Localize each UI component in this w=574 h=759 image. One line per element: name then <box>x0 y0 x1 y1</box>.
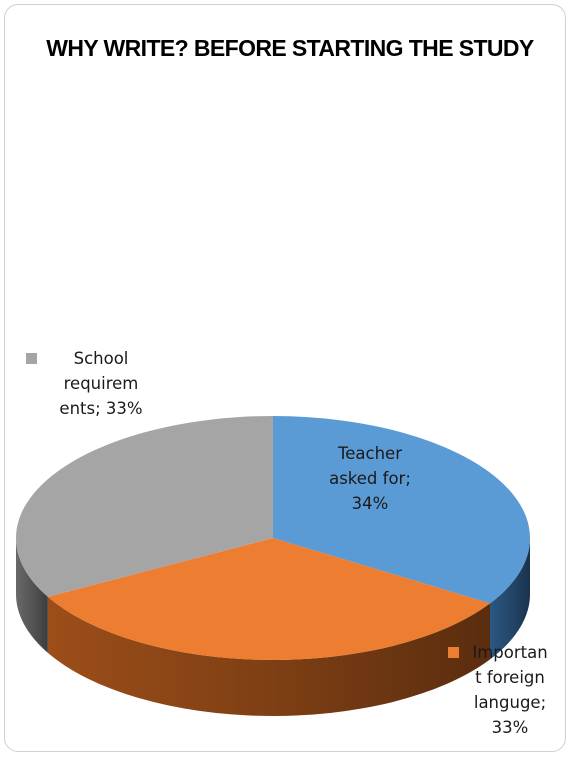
pie-side-shade-2-0 <box>16 538 48 653</box>
pie-slice-0 <box>273 416 530 604</box>
pie-side-shade-0-0 <box>489 538 530 660</box>
pie-side-shade-1-0 <box>47 596 490 716</box>
pie-tops <box>16 416 530 660</box>
data-label-teacher: Teacher asked for; 34% <box>329 444 411 513</box>
legend-key-school <box>26 353 37 364</box>
legend-key-important <box>448 647 459 658</box>
data-label-school: School requirem ents; 33% <box>59 349 143 418</box>
data-label-important: Importan t foreign languge; 33% <box>472 643 548 737</box>
chart-title: WHY WRITE? BEFORE STARTING THE STUDY <box>46 35 534 61</box>
pie-slice-2 <box>16 416 273 597</box>
pie-sides <box>16 538 530 716</box>
pie-slice-1 <box>47 538 490 660</box>
